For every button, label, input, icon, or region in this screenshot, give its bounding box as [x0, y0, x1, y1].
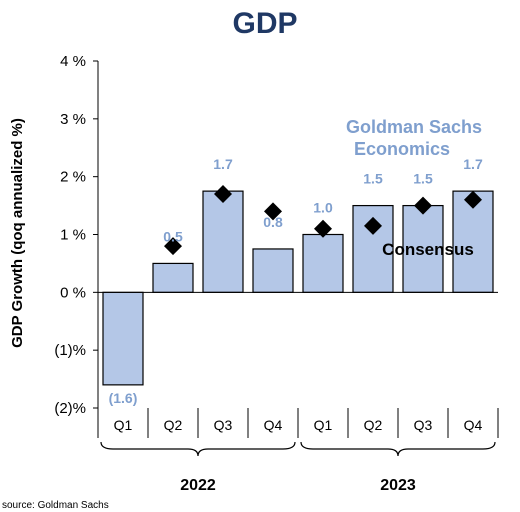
consensus-marker — [314, 219, 332, 238]
year-label: 2022 — [180, 477, 216, 494]
bar-value-label: 1.7 — [213, 156, 233, 172]
bar-value-label: (1.6) — [109, 390, 138, 406]
consensus-series — [164, 185, 482, 256]
year-brace — [100, 441, 296, 457]
bar-value-label: 1.5 — [413, 171, 433, 187]
y-axis-label: GDP Growth (qoq annualized %) — [9, 118, 26, 348]
y-tick-label: 3 % — [60, 111, 86, 128]
y-tick-label: 0 % — [60, 284, 86, 301]
bar — [252, 248, 294, 293]
legend-goldman-sachs-line1: Goldman Sachs — [346, 117, 482, 137]
y-tick-label: (1)% — [54, 342, 86, 359]
bar — [152, 262, 194, 293]
bar — [202, 190, 244, 293]
category-label: Q3 — [214, 417, 233, 433]
consensus-marker — [464, 190, 482, 209]
category-label: Q3 — [414, 417, 433, 433]
bar — [302, 233, 344, 293]
bar-value-label: 1.5 — [363, 171, 383, 187]
legend-goldman-sachs-line2: Economics — [354, 139, 450, 159]
bar-value-label: 1.7 — [463, 156, 483, 172]
category-label: Q2 — [164, 417, 183, 433]
chart-title: GDP — [232, 7, 297, 40]
consensus-marker — [214, 185, 232, 204]
bar — [102, 291, 144, 386]
category-labels: Q1 Q2 Q3 Q4 Q1 Q2 Q3 Q4 — [97, 408, 499, 438]
axes: 4 % 3 % 2 % 1 % 0 % (1)% (2)% — [54, 53, 498, 417]
category-label: Q2 — [364, 417, 383, 433]
year-brace — [300, 441, 496, 457]
data-labels: (1.6) 0.5 1.7 0.8 1.0 1.5 1.5 1.7 — [109, 156, 483, 406]
category-label: Q1 — [114, 417, 133, 433]
bar — [402, 204, 444, 293]
category-label: Q4 — [264, 417, 283, 433]
y-tick-label: 4 % — [60, 53, 86, 70]
consensus-marker — [364, 216, 382, 235]
legend-consensus: Consensus — [382, 240, 474, 259]
bar-value-label: 1.0 — [313, 200, 333, 216]
y-tick-label: 1 % — [60, 227, 86, 244]
source-note: source: Goldman Sachs — [2, 500, 109, 511]
consensus-marker — [164, 237, 182, 256]
category-label: Q1 — [314, 417, 333, 433]
year-groups: 2022 2023 — [100, 441, 496, 494]
bar-series — [102, 190, 494, 386]
consensus-marker — [414, 196, 432, 215]
consensus-marker — [264, 202, 282, 221]
y-tick-label: 2 % — [60, 169, 86, 186]
y-tick-label: (2)% — [54, 400, 86, 417]
bar-value-label: 0.8 — [263, 214, 283, 230]
category-label: Q4 — [464, 417, 483, 433]
year-label: 2023 — [380, 477, 416, 494]
bar-value-label: 0.5 — [163, 228, 183, 244]
